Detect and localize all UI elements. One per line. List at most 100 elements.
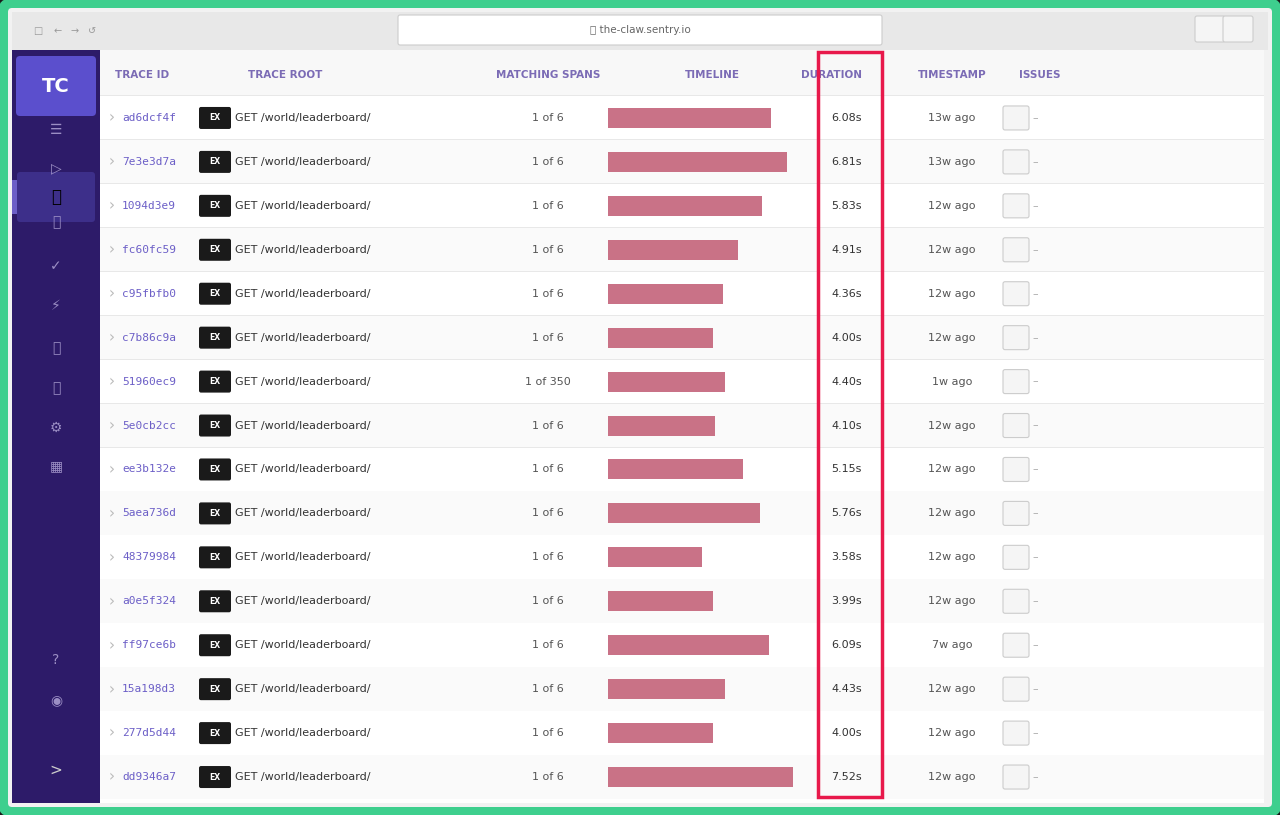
Text: ›: › — [109, 637, 115, 653]
FancyBboxPatch shape — [3, 2, 1277, 813]
Text: ›: › — [109, 330, 115, 346]
Bar — [100, 50, 1265, 96]
Bar — [608, 767, 794, 787]
FancyBboxPatch shape — [17, 172, 95, 222]
Text: ISSUES: ISSUES — [1019, 70, 1061, 80]
Text: ›: › — [109, 198, 115, 214]
Text: ›: › — [109, 594, 115, 609]
FancyBboxPatch shape — [198, 195, 230, 217]
Text: GET /world/leaderboard/: GET /world/leaderboard/ — [236, 597, 370, 606]
Text: GET /world/leaderboard/: GET /world/leaderboard/ — [236, 200, 370, 211]
Bar — [608, 635, 769, 655]
Text: EX: EX — [210, 113, 220, 122]
Bar — [100, 535, 1265, 579]
FancyBboxPatch shape — [1004, 413, 1029, 438]
Bar — [608, 196, 762, 216]
Bar — [608, 372, 724, 391]
FancyBboxPatch shape — [198, 371, 230, 393]
Text: GET /world/leaderboard/: GET /world/leaderboard/ — [236, 244, 370, 255]
Bar — [608, 416, 716, 435]
Bar — [608, 548, 703, 567]
Text: 3.99s: 3.99s — [832, 597, 861, 606]
Bar — [100, 447, 1265, 491]
Bar — [100, 315, 1265, 359]
Text: ◉: ◉ — [50, 693, 61, 707]
Text: 5.83s: 5.83s — [832, 200, 861, 211]
Text: 1 of 6: 1 of 6 — [532, 289, 564, 299]
Text: 1 of 6: 1 of 6 — [532, 244, 564, 255]
Text: 1 of 6: 1 of 6 — [532, 157, 564, 167]
FancyBboxPatch shape — [1004, 150, 1029, 174]
Text: EX: EX — [210, 553, 220, 562]
Text: 48379984: 48379984 — [122, 553, 177, 562]
Bar — [100, 95, 1265, 96]
Text: –: – — [1032, 289, 1038, 299]
Bar — [100, 491, 1265, 535]
Text: ›: › — [109, 111, 115, 126]
FancyBboxPatch shape — [15, 56, 96, 116]
Text: TRACE ROOT: TRACE ROOT — [248, 70, 323, 80]
Text: 🔔: 🔔 — [51, 341, 60, 355]
Bar — [12, 50, 100, 803]
Bar — [608, 679, 724, 699]
Bar — [100, 755, 1265, 799]
Text: 🔒 the-claw.sentry.io: 🔒 the-claw.sentry.io — [590, 25, 690, 35]
Text: ?: ? — [52, 653, 60, 667]
Text: GET /world/leaderboard/: GET /world/leaderboard/ — [236, 113, 370, 123]
Text: 1 of 6: 1 of 6 — [532, 421, 564, 430]
FancyBboxPatch shape — [198, 722, 230, 744]
Text: –: – — [1032, 597, 1038, 606]
Text: TC: TC — [42, 77, 70, 96]
Text: GET /world/leaderboard/: GET /world/leaderboard/ — [236, 333, 370, 342]
Text: 1 of 6: 1 of 6 — [532, 728, 564, 738]
Bar — [12, 12, 1268, 50]
FancyBboxPatch shape — [1004, 369, 1029, 394]
Text: ⚙: ⚙ — [50, 421, 63, 435]
Text: GET /world/leaderboard/: GET /world/leaderboard/ — [236, 684, 370, 694]
Text: –: – — [1032, 641, 1038, 650]
Text: EX: EX — [210, 685, 220, 694]
Text: 12w ago: 12w ago — [928, 289, 975, 299]
FancyBboxPatch shape — [1004, 589, 1029, 613]
Text: ✓: ✓ — [50, 259, 61, 273]
Text: 1 of 6: 1 of 6 — [532, 465, 564, 474]
Bar — [100, 96, 1265, 140]
Text: 12w ago: 12w ago — [928, 553, 975, 562]
Text: 4.36s: 4.36s — [832, 289, 861, 299]
Text: EX: EX — [210, 465, 220, 474]
Bar — [608, 723, 713, 743]
Text: ›: › — [109, 286, 115, 302]
Text: –: – — [1032, 113, 1038, 123]
Text: 🕑: 🕑 — [51, 381, 60, 395]
Text: EX: EX — [210, 289, 220, 298]
Text: MATCHING SPANS: MATCHING SPANS — [495, 70, 600, 80]
Bar — [100, 403, 1265, 447]
Text: 1 of 6: 1 of 6 — [532, 684, 564, 694]
Text: –: – — [1032, 421, 1038, 430]
Text: GET /world/leaderboard/: GET /world/leaderboard/ — [236, 289, 370, 299]
Text: 1 of 6: 1 of 6 — [532, 553, 564, 562]
Text: ad6dcf4f: ad6dcf4f — [122, 113, 177, 123]
FancyBboxPatch shape — [1004, 633, 1029, 657]
Text: 5.76s: 5.76s — [832, 509, 861, 518]
FancyBboxPatch shape — [198, 590, 230, 612]
Bar — [608, 504, 760, 523]
Text: 4.10s: 4.10s — [832, 421, 861, 430]
FancyBboxPatch shape — [198, 239, 230, 261]
Text: TRACE ID: TRACE ID — [115, 70, 169, 80]
FancyBboxPatch shape — [1004, 194, 1029, 218]
Text: EX: EX — [210, 597, 220, 606]
Text: GET /world/leaderboard/: GET /world/leaderboard/ — [236, 728, 370, 738]
Text: 15a198d3: 15a198d3 — [122, 684, 177, 694]
Text: –: – — [1032, 244, 1038, 255]
Bar — [100, 359, 1265, 403]
Text: ›: › — [109, 462, 115, 477]
Text: EX: EX — [210, 157, 220, 166]
Text: 5.15s: 5.15s — [832, 465, 861, 474]
Text: 13w ago: 13w ago — [928, 113, 975, 123]
Text: 7e3e3d7a: 7e3e3d7a — [122, 157, 177, 167]
Text: 6.08s: 6.08s — [832, 113, 861, 123]
Text: 7w ago: 7w ago — [932, 641, 973, 650]
Text: –: – — [1032, 333, 1038, 342]
FancyBboxPatch shape — [198, 546, 230, 568]
